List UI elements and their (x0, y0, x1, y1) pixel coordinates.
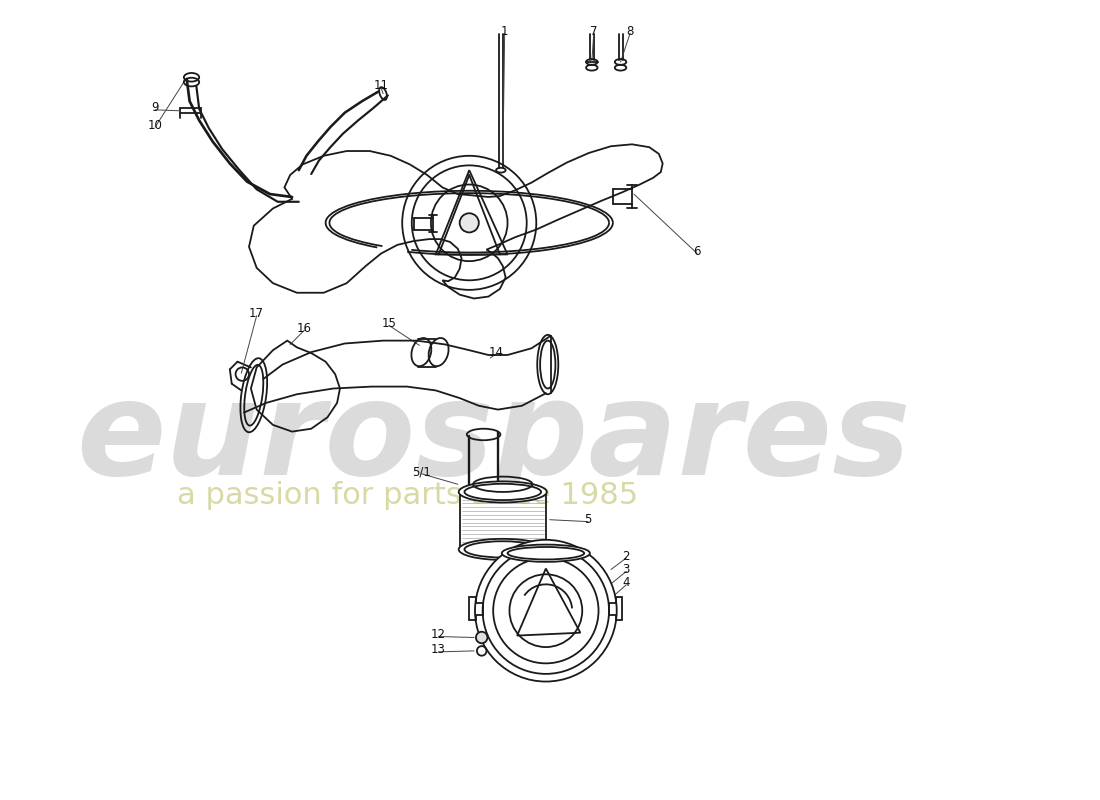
Text: 2: 2 (623, 550, 630, 562)
Ellipse shape (502, 545, 590, 562)
Polygon shape (249, 144, 662, 298)
Text: a passion for parts since 1985: a passion for parts since 1985 (177, 482, 638, 510)
Text: 12: 12 (431, 628, 447, 641)
Text: 8: 8 (626, 25, 634, 38)
Ellipse shape (459, 539, 547, 560)
Text: 13: 13 (431, 643, 446, 657)
Text: 14: 14 (488, 346, 504, 358)
Text: 9: 9 (152, 102, 158, 114)
Text: 5/1: 5/1 (411, 466, 431, 478)
Text: 15: 15 (382, 317, 396, 330)
Text: 16: 16 (297, 322, 312, 334)
Circle shape (460, 214, 478, 233)
Text: 10: 10 (147, 118, 163, 132)
Ellipse shape (459, 482, 547, 502)
Text: 6: 6 (693, 245, 701, 258)
Text: 3: 3 (623, 563, 630, 576)
Text: 5: 5 (584, 514, 592, 526)
Circle shape (476, 632, 487, 643)
Text: 11: 11 (374, 79, 388, 92)
Text: 17: 17 (249, 307, 264, 320)
Text: 7: 7 (590, 25, 597, 38)
Text: 1: 1 (500, 25, 508, 38)
Text: 4: 4 (623, 577, 630, 590)
Circle shape (475, 540, 617, 682)
Text: eurospares: eurospares (77, 375, 912, 502)
